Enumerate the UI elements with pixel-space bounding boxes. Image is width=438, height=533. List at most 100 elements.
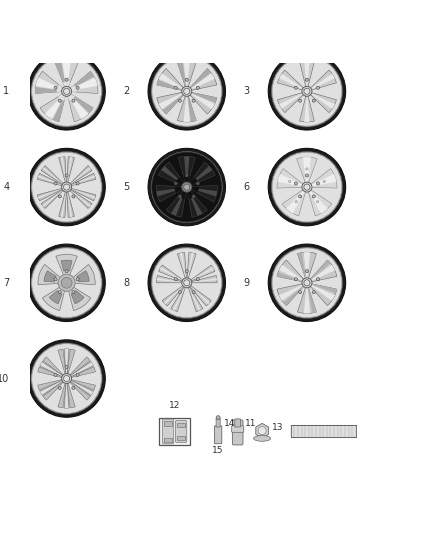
Wedge shape xyxy=(187,283,210,304)
FancyBboxPatch shape xyxy=(162,419,174,444)
Circle shape xyxy=(28,148,105,226)
Circle shape xyxy=(148,53,226,130)
Circle shape xyxy=(76,374,79,376)
Circle shape xyxy=(272,152,342,222)
Wedge shape xyxy=(279,74,307,91)
Text: 4: 4 xyxy=(4,182,10,192)
Polygon shape xyxy=(256,423,268,438)
Circle shape xyxy=(58,195,61,198)
FancyBboxPatch shape xyxy=(216,418,220,427)
Wedge shape xyxy=(179,187,187,199)
Circle shape xyxy=(32,56,102,126)
Wedge shape xyxy=(161,166,187,187)
Wedge shape xyxy=(67,91,93,113)
Circle shape xyxy=(258,426,266,435)
Wedge shape xyxy=(40,361,67,378)
Circle shape xyxy=(196,86,199,90)
Wedge shape xyxy=(55,60,67,91)
Circle shape xyxy=(28,53,105,130)
Wedge shape xyxy=(42,283,67,311)
FancyBboxPatch shape xyxy=(159,418,190,446)
Wedge shape xyxy=(67,71,98,93)
Wedge shape xyxy=(177,253,187,283)
Wedge shape xyxy=(184,61,190,91)
Circle shape xyxy=(182,278,192,288)
Circle shape xyxy=(305,270,308,273)
Wedge shape xyxy=(300,91,314,122)
Circle shape xyxy=(185,78,188,81)
Wedge shape xyxy=(187,253,196,283)
Wedge shape xyxy=(156,187,187,197)
Wedge shape xyxy=(307,70,336,91)
Wedge shape xyxy=(61,260,72,271)
Wedge shape xyxy=(40,91,67,122)
Wedge shape xyxy=(304,61,310,91)
Wedge shape xyxy=(307,168,337,188)
Circle shape xyxy=(31,56,102,127)
Wedge shape xyxy=(157,69,187,91)
Wedge shape xyxy=(187,283,203,312)
Circle shape xyxy=(174,278,177,281)
Wedge shape xyxy=(67,349,75,378)
Circle shape xyxy=(316,86,320,90)
Wedge shape xyxy=(56,254,77,283)
Wedge shape xyxy=(307,91,335,109)
Circle shape xyxy=(306,168,308,170)
Circle shape xyxy=(312,195,315,198)
Wedge shape xyxy=(65,378,68,408)
Wedge shape xyxy=(307,187,328,214)
Circle shape xyxy=(178,195,181,198)
Wedge shape xyxy=(300,61,314,91)
Circle shape xyxy=(64,376,70,382)
Wedge shape xyxy=(175,187,187,193)
Wedge shape xyxy=(171,187,187,216)
Wedge shape xyxy=(166,187,187,217)
Wedge shape xyxy=(279,283,307,301)
Wedge shape xyxy=(43,357,67,378)
Wedge shape xyxy=(38,367,67,378)
FancyBboxPatch shape xyxy=(233,420,243,445)
Wedge shape xyxy=(37,187,67,201)
Circle shape xyxy=(148,244,226,321)
Wedge shape xyxy=(187,162,215,187)
Wedge shape xyxy=(67,378,93,395)
Circle shape xyxy=(54,374,57,376)
Wedge shape xyxy=(187,187,207,217)
Wedge shape xyxy=(67,378,95,390)
Wedge shape xyxy=(277,168,307,188)
Wedge shape xyxy=(157,80,187,91)
Wedge shape xyxy=(71,290,84,304)
Wedge shape xyxy=(187,74,215,91)
Circle shape xyxy=(151,151,223,223)
Circle shape xyxy=(32,248,102,318)
Circle shape xyxy=(312,99,315,102)
Circle shape xyxy=(31,343,102,414)
Text: 15: 15 xyxy=(212,446,224,455)
Circle shape xyxy=(192,290,195,294)
Wedge shape xyxy=(64,349,69,378)
Circle shape xyxy=(182,86,192,96)
Wedge shape xyxy=(67,173,96,187)
Circle shape xyxy=(28,244,105,321)
Circle shape xyxy=(294,182,297,185)
Circle shape xyxy=(304,184,310,190)
Wedge shape xyxy=(67,187,74,217)
Wedge shape xyxy=(307,283,335,301)
Circle shape xyxy=(184,88,190,94)
Circle shape xyxy=(271,247,343,318)
Ellipse shape xyxy=(254,435,271,441)
Wedge shape xyxy=(67,91,93,122)
Circle shape xyxy=(184,280,190,286)
Wedge shape xyxy=(58,91,67,101)
Circle shape xyxy=(302,278,312,288)
Wedge shape xyxy=(187,69,217,91)
Text: 12: 12 xyxy=(169,401,180,410)
Circle shape xyxy=(76,86,79,90)
Circle shape xyxy=(312,290,315,294)
Wedge shape xyxy=(67,187,95,199)
Circle shape xyxy=(295,200,297,203)
Circle shape xyxy=(65,78,68,81)
Wedge shape xyxy=(178,156,195,187)
Wedge shape xyxy=(187,265,215,283)
Circle shape xyxy=(62,182,72,192)
